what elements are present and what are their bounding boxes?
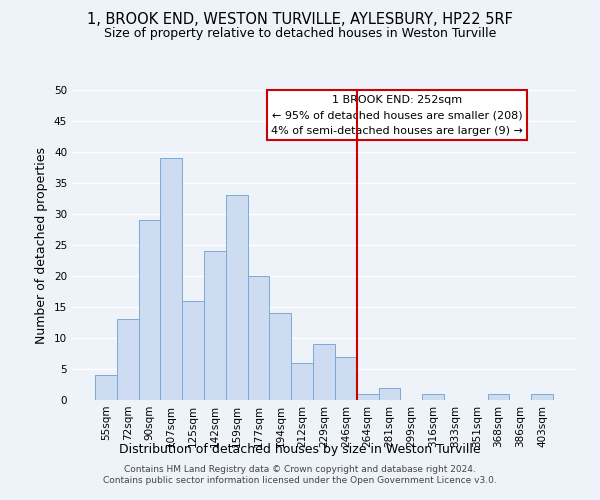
Bar [379,388,400,400]
Bar [313,344,335,400]
Bar [248,276,269,400]
Text: 1, BROOK END, WESTON TURVILLE, AYLESBURY, HP22 5RF: 1, BROOK END, WESTON TURVILLE, AYLESBURY… [87,12,513,28]
Text: Contains HM Land Registry data © Crown copyright and database right 2024.: Contains HM Land Registry data © Crown c… [124,465,476,474]
Bar [291,363,313,400]
Bar [531,394,553,400]
Bar [139,220,160,400]
Bar [488,394,509,400]
Text: Contains public sector information licensed under the Open Government Licence v3: Contains public sector information licen… [103,476,497,485]
Bar [269,313,291,400]
Bar [204,251,226,400]
Bar [226,196,248,400]
Bar [182,301,204,400]
Bar [117,320,139,400]
Bar [422,394,444,400]
Y-axis label: Number of detached properties: Number of detached properties [35,146,49,344]
Bar [335,356,357,400]
Text: Size of property relative to detached houses in Weston Turville: Size of property relative to detached ho… [104,28,496,40]
Bar [160,158,182,400]
Text: 1 BROOK END: 252sqm
← 95% of detached houses are smaller (208)
4% of semi-detach: 1 BROOK END: 252sqm ← 95% of detached ho… [271,94,523,136]
Text: Distribution of detached houses by size in Weston Turville: Distribution of detached houses by size … [119,442,481,456]
Bar [95,375,117,400]
Bar [357,394,379,400]
